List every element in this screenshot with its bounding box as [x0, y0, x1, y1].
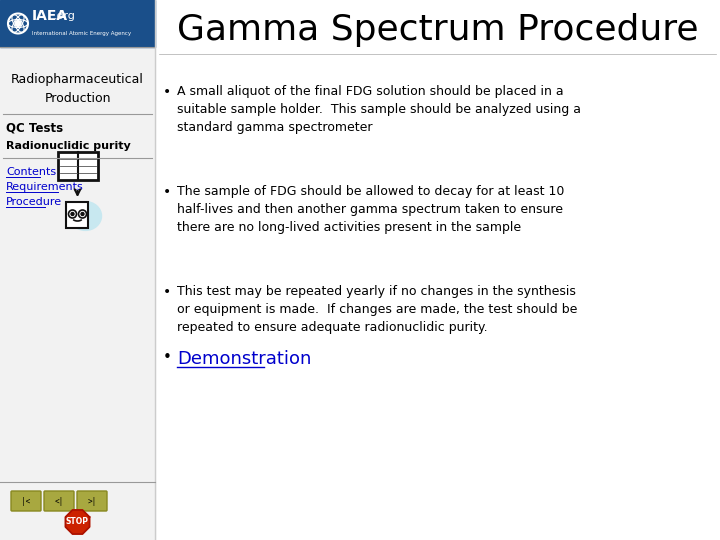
- Text: IAEA: IAEA: [32, 10, 68, 23]
- Text: STOP: STOP: [66, 517, 89, 526]
- Text: <|: <|: [55, 496, 63, 505]
- Text: >|: >|: [87, 496, 96, 505]
- Text: •: •: [163, 85, 171, 99]
- Text: Radiopharmaceutical
Production: Radiopharmaceutical Production: [11, 73, 144, 105]
- Text: This test may be repeated yearly if no changes in the synthesis
or equipment is : This test may be repeated yearly if no c…: [177, 285, 577, 334]
- Text: .org: .org: [54, 11, 76, 22]
- Text: •: •: [163, 350, 171, 365]
- Bar: [0, 0, 155, 540]
- Text: Requirements: Requirements: [6, 182, 84, 192]
- FancyBboxPatch shape: [11, 491, 41, 511]
- Text: The sample of FDG should be allowed to decay for at least 10
half-lives and then: The sample of FDG should be allowed to d…: [177, 185, 564, 234]
- Circle shape: [71, 213, 74, 215]
- Ellipse shape: [70, 201, 102, 231]
- Text: |<: |<: [22, 496, 31, 505]
- Text: Gamma Spectrum Procedure: Gamma Spectrum Procedure: [176, 13, 698, 47]
- Text: Procedure: Procedure: [6, 197, 62, 207]
- Text: •: •: [163, 185, 171, 199]
- Circle shape: [15, 21, 21, 26]
- Circle shape: [78, 210, 86, 218]
- Text: International Atomic Energy Agency: International Atomic Energy Agency: [32, 31, 131, 36]
- Bar: [0, 0, 155, 47]
- Polygon shape: [66, 510, 89, 534]
- Text: •: •: [163, 285, 171, 299]
- Circle shape: [81, 213, 84, 215]
- Bar: [66, 202, 88, 228]
- Text: Contents: Contents: [6, 167, 56, 177]
- Circle shape: [68, 210, 76, 218]
- Text: Radionuclidic purity: Radionuclidic purity: [6, 141, 131, 151]
- Text: QC Tests: QC Tests: [6, 122, 63, 134]
- FancyBboxPatch shape: [77, 491, 107, 511]
- Text: A small aliquot of the final FDG solution should be placed in a
suitable sample : A small aliquot of the final FDG solutio…: [177, 85, 581, 134]
- FancyBboxPatch shape: [44, 491, 74, 511]
- Text: Demonstration: Demonstration: [177, 350, 311, 368]
- Bar: [0, 482, 155, 540]
- Bar: [58, 152, 97, 180]
